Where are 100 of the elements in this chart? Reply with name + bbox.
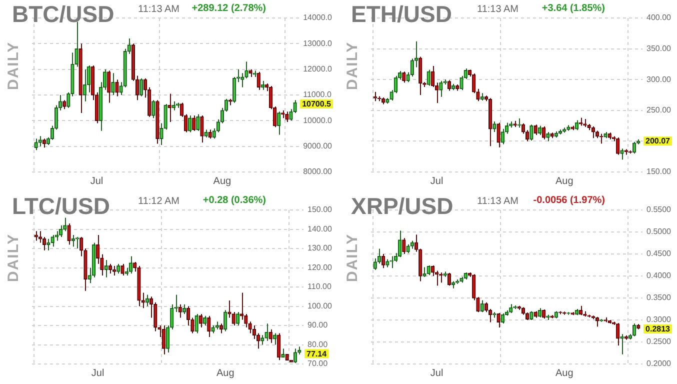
y-tick-label: 0.5500 [646, 205, 672, 214]
candlestick [215, 321, 219, 330]
candlestick [513, 304, 517, 310]
candlestick [232, 312, 236, 326]
y-tick-label: 0.2000 [646, 359, 672, 368]
candlestick [418, 56, 422, 96]
candlestick [104, 260, 108, 278]
candlestick [198, 313, 203, 328]
candlestick [42, 236, 46, 251]
x-tick-label: Aug [555, 368, 574, 379]
candlestick [236, 312, 240, 326]
y-axis-title: DAILY [5, 233, 22, 282]
candlestick [517, 305, 521, 310]
candlestick [464, 272, 468, 280]
y-tick-label: 150.00 [646, 167, 672, 176]
candlestick [509, 304, 513, 314]
text: 11:12 AM [138, 196, 180, 207]
candlestick [202, 315, 207, 326]
candlestick [178, 304, 182, 318]
candlestick [260, 334, 264, 346]
candlestick [402, 238, 406, 254]
candlestick [620, 148, 624, 160]
candlestick [244, 61, 248, 79]
candlestick [373, 91, 377, 102]
y-axis-title: DAILY [344, 41, 361, 90]
candlestick [156, 100, 160, 144]
x-tick-label: Aug [555, 176, 574, 187]
y-tick-label: 0.5000 [646, 227, 672, 236]
candlestick [566, 124, 570, 132]
x-tick-label: Jul [430, 368, 444, 379]
candlestick [252, 325, 256, 340]
candlestick [534, 310, 538, 318]
candlestick [139, 78, 144, 97]
text: 11:13 AM [477, 196, 519, 207]
candlestick [211, 325, 215, 334]
annotation: 200.07 [646, 136, 671, 146]
x-tick-label: Aug [216, 368, 234, 379]
y-tick-label: 250.00 [646, 106, 672, 115]
candlestick [550, 132, 554, 139]
candlestick [264, 323, 268, 342]
chart-title: LTC/USD [12, 193, 110, 220]
candlestick [616, 137, 620, 156]
candlestick [600, 318, 604, 322]
candlestick [232, 76, 236, 104]
y-axis-title: DAILY [344, 233, 361, 282]
candlestick [154, 302, 158, 332]
candlestick [492, 120, 496, 132]
candlestick [426, 69, 430, 86]
candlestick [456, 279, 460, 284]
y-tick-label: 400.00 [646, 13, 672, 22]
x-tick-label: Aug [213, 176, 232, 187]
candlestick [84, 248, 88, 292]
candlestick [595, 130, 600, 139]
candlestick [530, 124, 534, 142]
y-tick-label: 0.4000 [646, 271, 672, 280]
candlestick [62, 100, 66, 110]
candlestick [414, 234, 418, 252]
text: -0.0056 (1.97%) [533, 195, 605, 206]
y-tick-label: 140.00 [308, 224, 333, 234]
y-tick-label: 70.00 [308, 359, 328, 368]
candlestick [200, 115, 204, 143]
y-tick-label: 120.00 [308, 262, 333, 272]
candlestick [298, 346, 302, 355]
candlestick [546, 131, 550, 142]
candlestick [82, 68, 86, 102]
candlestick [50, 234, 54, 248]
candlestick [390, 256, 394, 269]
x-tick-label: Jul [91, 368, 104, 379]
candlestick [38, 136, 42, 147]
y-tick-label: 12000.0 [303, 64, 333, 74]
candlestick [252, 70, 256, 78]
candlestick [224, 310, 228, 332]
y-tick-label: 90.00 [308, 320, 328, 330]
candlestick [443, 271, 447, 278]
y-tick-label: 0.3000 [646, 315, 672, 324]
candlestick [111, 72, 115, 96]
candlestick [538, 308, 542, 318]
text: +289.12 (2.78%) [192, 3, 266, 14]
y-tick-label: 80.00 [308, 340, 328, 349]
candlestick [530, 310, 534, 320]
candlestick [604, 131, 608, 139]
candlestick [513, 120, 517, 128]
y-tick-label: 110.00 [308, 282, 332, 292]
candlestick [34, 230, 38, 242]
y-tick-label: 8000.00 [303, 167, 333, 176]
y-axis-title: DAILY [5, 41, 22, 90]
y-tick-label: 130.00 [308, 244, 333, 253]
candlestick [285, 111, 289, 122]
text: 11:13 AM [138, 4, 180, 15]
candlestick [562, 127, 566, 134]
candlestick [78, 43, 82, 114]
candlestick [204, 129, 208, 138]
text: 11:13 AM [477, 4, 519, 15]
annotation: 0.2813 [646, 324, 671, 334]
candlestick [196, 114, 200, 132]
candlestick [281, 348, 285, 358]
candlestick [616, 322, 620, 346]
y-tick-label: 350.00 [646, 44, 672, 54]
candlestick [526, 312, 530, 320]
candlestick [285, 354, 289, 360]
